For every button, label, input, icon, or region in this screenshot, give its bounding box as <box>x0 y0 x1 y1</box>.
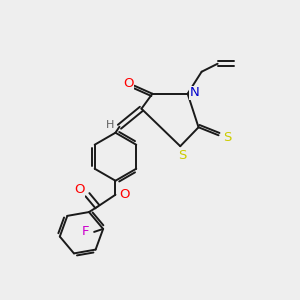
Text: O: O <box>123 77 134 90</box>
Text: O: O <box>74 183 85 196</box>
Text: N: N <box>190 86 200 99</box>
Text: O: O <box>119 188 130 201</box>
Text: F: F <box>81 225 89 239</box>
Text: S: S <box>178 149 186 162</box>
Text: S: S <box>223 131 232 144</box>
Text: H: H <box>106 120 115 130</box>
